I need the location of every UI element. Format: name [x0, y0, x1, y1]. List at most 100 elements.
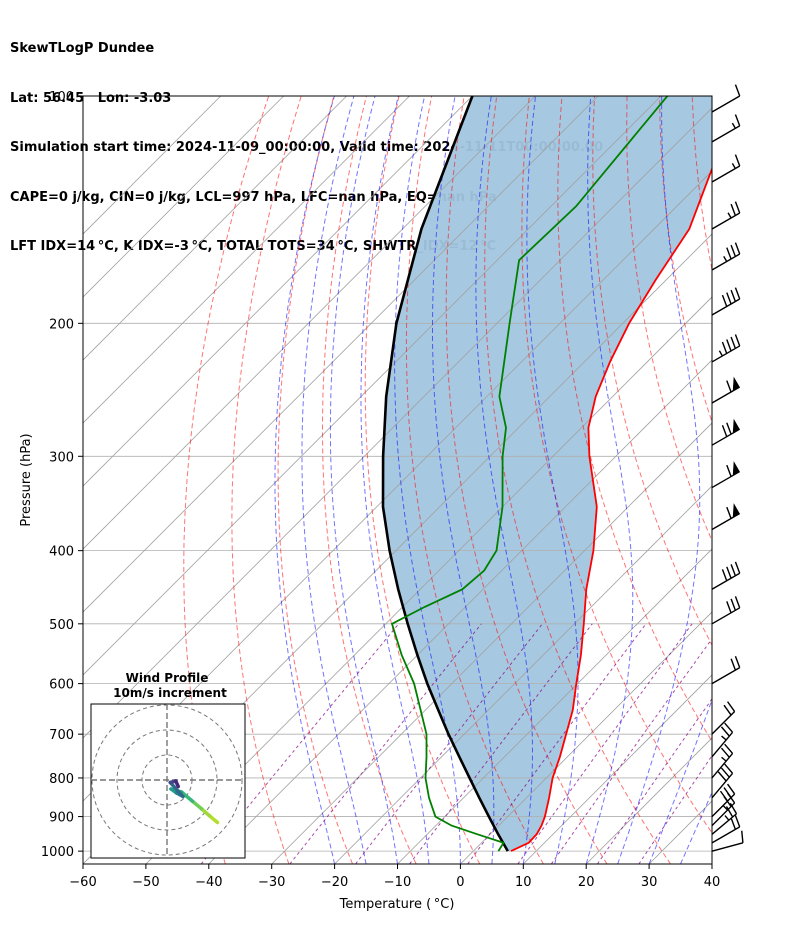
- barb-flag: [732, 461, 740, 476]
- y-tick-label: 300: [49, 450, 74, 465]
- mixing-ratio-line: [409, 623, 593, 864]
- barb-full: [734, 287, 741, 300]
- dry-adiabat: [521, 96, 712, 834]
- barb-shaft: [711, 470, 741, 489]
- dry-adiabat: [231, 96, 302, 864]
- barb-shaft: [711, 572, 741, 590]
- barb-full: [734, 201, 741, 214]
- barb-half: [721, 735, 727, 741]
- inset-subtitle: 10m/s increment: [113, 686, 227, 700]
- y-tick-label: 100: [49, 90, 74, 105]
- wind-barb: [711, 655, 741, 685]
- barb-full: [726, 247, 732, 260]
- hodograph-segment: [179, 790, 195, 803]
- barb-full: [724, 722, 734, 733]
- isotherm: [334, 485, 712, 864]
- dry-adiabat: [790, 96, 794, 864]
- dry-adiabat: [592, 96, 712, 647]
- inset-title: Wind Profile: [126, 671, 209, 685]
- barb-shaft: [711, 298, 741, 316]
- x-tick-label: −50: [132, 875, 159, 890]
- barb-full: [730, 658, 737, 671]
- hodograph-segment: [199, 807, 212, 818]
- barb-shaft: [711, 607, 741, 625]
- parcel-line: [381, 96, 509, 852]
- wind-barb: [711, 802, 738, 835]
- barb-shaft: [711, 95, 741, 113]
- barb-shaft: [711, 793, 736, 818]
- dry-adiabat: [626, 96, 712, 542]
- axes-layer: −60 −50 −40 −30 −20 −10 0 10 20 30 40 100 200 300 400 5…: [41, 90, 720, 890]
- barb-shaft: [711, 212, 741, 230]
- x-tick-label: 30: [641, 875, 658, 890]
- barb-full: [726, 566, 732, 579]
- barb-full: [726, 506, 732, 519]
- y-tick-label: 700: [49, 728, 74, 743]
- dry-adiabat: [725, 96, 794, 864]
- barb-shaft: [711, 428, 741, 446]
- wind-barb: [711, 334, 741, 363]
- x-tick-label: −20: [321, 875, 348, 890]
- barb-full: [730, 244, 737, 257]
- mixing-ratio-line: [289, 623, 482, 864]
- barb-full: [720, 767, 730, 778]
- barb-full: [721, 294, 728, 307]
- barb-full: [729, 802, 738, 815]
- barb-full: [725, 806, 734, 818]
- barb-full: [720, 726, 730, 737]
- isotherm: [397, 548, 712, 864]
- dry-adiabat: [757, 96, 794, 864]
- moist-adiabat: [360, 96, 430, 864]
- wind-barb: [711, 242, 741, 271]
- x-axis-label: Temperature ( °C): [339, 897, 455, 912]
- barb-full: [726, 380, 732, 393]
- wind-barb: [711, 154, 741, 183]
- location-line: Lat: 56.45 Lon: -3.03: [10, 90, 172, 106]
- barb-shaft: [711, 125, 741, 143]
- dry-adiabat: [691, 96, 712, 272]
- barb-full: [730, 289, 737, 302]
- barb-shaft: [711, 752, 734, 779]
- dry-adiabat: [277, 96, 353, 864]
- wind-barb: [711, 743, 734, 779]
- barb-full: [730, 598, 737, 611]
- barb-shaft: [711, 731, 734, 758]
- hodograph-segment: [168, 780, 185, 799]
- isotherm: [83, 107, 712, 739]
- barb-full: [734, 84, 741, 97]
- barb-half: [722, 805, 729, 811]
- wind-barb: [711, 503, 741, 531]
- barb-full: [734, 334, 741, 347]
- barb-full: [734, 242, 741, 255]
- wind-barb: [711, 763, 734, 799]
- isotherm: [83, 96, 222, 235]
- barb-full: [726, 422, 732, 435]
- barb-full: [720, 747, 730, 758]
- dry-adiabat: [322, 96, 417, 864]
- x-tick-label: −40: [195, 875, 222, 890]
- y-tick-label: 800: [49, 772, 74, 787]
- dry-adiabat: [364, 96, 481, 864]
- barb-full: [724, 743, 734, 754]
- wind-barb: [711, 722, 734, 758]
- barb-full: [730, 564, 737, 577]
- wind-barb: [711, 815, 741, 844]
- barb-flag: [732, 376, 740, 391]
- isotherm: [271, 422, 712, 864]
- barb-shaft: [711, 253, 741, 271]
- moist-adiabat: [301, 96, 367, 864]
- barb-full: [726, 783, 736, 795]
- barb-full: [734, 655, 741, 668]
- barb-flag: [732, 503, 740, 518]
- barb-full: [741, 830, 744, 843]
- isotherm: [83, 96, 347, 361]
- barb-full: [719, 790, 729, 802]
- moist-adiabat: [394, 96, 461, 864]
- barb-full: [730, 336, 737, 349]
- dewpoint-line: [390, 96, 669, 852]
- hodograph-segment: [190, 799, 204, 811]
- isotherm: [83, 96, 410, 424]
- barb-half: [724, 815, 730, 821]
- y-tick-label: 200: [49, 317, 74, 332]
